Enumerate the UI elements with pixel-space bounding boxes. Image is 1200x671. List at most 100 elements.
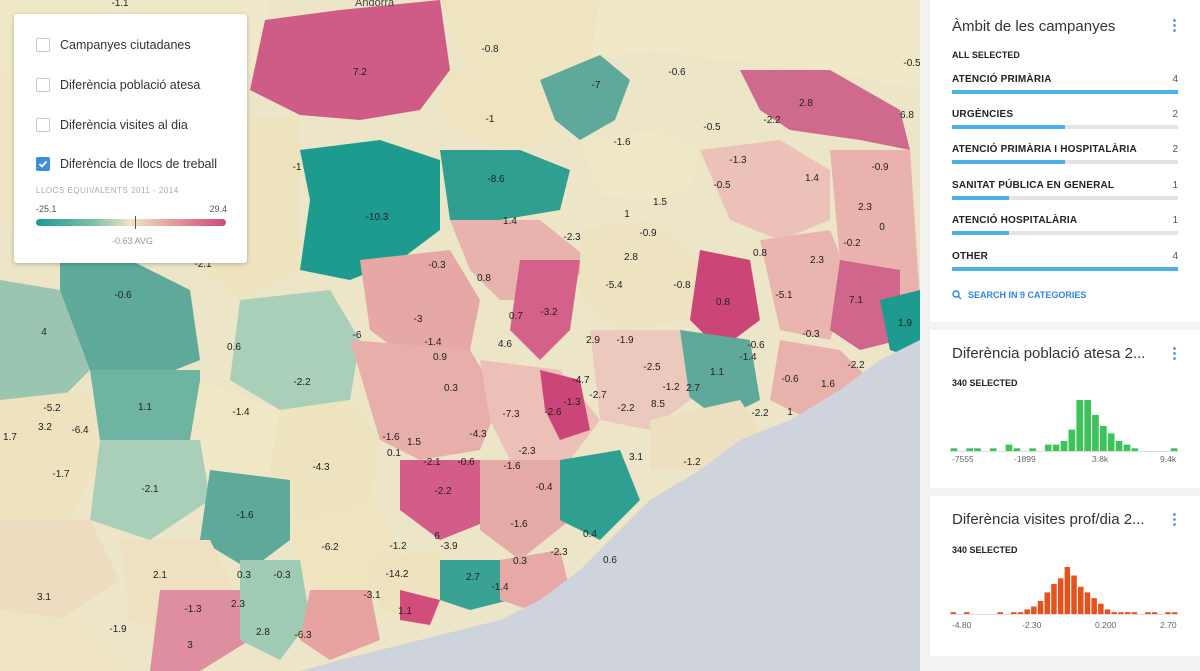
category-bar-fill bbox=[952, 231, 1009, 235]
histogram-bar[interactable] bbox=[1092, 414, 1099, 452]
region-value-label: 2.8 bbox=[624, 252, 638, 263]
histogram-bar[interactable] bbox=[966, 448, 973, 452]
histogram-bar[interactable] bbox=[1151, 612, 1158, 615]
category-label: URGÈNCIES bbox=[952, 109, 1014, 120]
region-value-label: -2.3 bbox=[563, 232, 581, 243]
more-options-icon[interactable]: ⋮ bbox=[1167, 17, 1182, 34]
histogram-bar[interactable] bbox=[1013, 448, 1021, 452]
histogram-bar[interactable] bbox=[1115, 440, 1123, 452]
region-value-label: -0.6 bbox=[668, 67, 686, 78]
histogram-bar[interactable] bbox=[1076, 400, 1084, 452]
histogram-bar[interactable] bbox=[1051, 583, 1057, 615]
map-region bbox=[400, 460, 490, 540]
map-region bbox=[240, 560, 310, 660]
histogram-bar[interactable] bbox=[974, 448, 981, 452]
region-value-label: -2.2 bbox=[847, 360, 865, 371]
histogram-bar[interactable] bbox=[1091, 598, 1097, 615]
region-value-label: 0.8 bbox=[477, 273, 491, 284]
checkbox[interactable] bbox=[36, 38, 50, 52]
histogram-chart[interactable] bbox=[950, 563, 1178, 615]
category-item[interactable]: ATENCIÓ PRIMÀRIA I HOSPITALÀRIA 2 bbox=[952, 144, 1178, 178]
checkbox[interactable] bbox=[36, 118, 50, 132]
region-value-label: -8.6 bbox=[487, 174, 505, 185]
histogram-bar[interactable] bbox=[1011, 612, 1017, 615]
region-value-label: -1 bbox=[293, 162, 302, 173]
histogram-bar[interactable] bbox=[1098, 603, 1104, 615]
selection-status: ALL SELECTED bbox=[952, 50, 1020, 60]
histogram-bar[interactable] bbox=[1131, 448, 1139, 452]
map-labels: -1.1 7.2 -0.8 -0.6 -0.5 -7 2.8 6.8 -1 -1.6 -0.5 -2.… bbox=[3, 0, 920, 651]
histogram-bar[interactable] bbox=[1029, 448, 1036, 452]
histogram-chart[interactable] bbox=[950, 396, 1178, 452]
histogram-bar[interactable] bbox=[1060, 440, 1068, 452]
categories-widget: Àmbit de les campanyes ⋮ ALL SELECTED AT… bbox=[930, 0, 1200, 322]
histogram-bar[interactable] bbox=[1131, 612, 1138, 615]
category-count: 1 bbox=[1172, 215, 1178, 226]
region-value-label: -0.5 bbox=[713, 180, 731, 191]
histogram-bar[interactable] bbox=[1125, 612, 1131, 615]
histogram-bar[interactable] bbox=[1111, 612, 1118, 615]
histogram-bar[interactable] bbox=[1052, 444, 1060, 452]
map-region bbox=[0, 390, 100, 520]
histogram-bar[interactable] bbox=[1107, 433, 1115, 452]
histogram-bar[interactable] bbox=[1084, 400, 1091, 452]
histogram-bar[interactable] bbox=[1100, 426, 1107, 452]
region-value-label: -2.3 bbox=[518, 446, 536, 457]
histogram-bar[interactable] bbox=[1165, 612, 1171, 615]
axis-label: 9.4k bbox=[1160, 454, 1177, 464]
region-value-label: -5.4 bbox=[605, 280, 623, 291]
histogram-bar[interactable] bbox=[1031, 606, 1037, 616]
region-value-label: -2.2 bbox=[293, 377, 311, 388]
more-options-icon[interactable]: ⋮ bbox=[1167, 345, 1182, 362]
histogram-bar[interactable] bbox=[1145, 612, 1151, 615]
histogram-bar[interactable] bbox=[1118, 612, 1124, 615]
histogram-bar[interactable] bbox=[989, 448, 997, 452]
category-item[interactable]: SANITAT PÚBLICA EN GENERAL 1 bbox=[952, 180, 1178, 214]
checkbox-checked[interactable] bbox=[36, 157, 50, 171]
region-value-label: 2.3 bbox=[231, 599, 245, 610]
histogram-bar[interactable] bbox=[997, 612, 1004, 615]
layer-toggle-llocs-treball[interactable]: Diferència de llocs de treball bbox=[36, 157, 217, 171]
category-item[interactable]: ATENCIÓ HOSPITALÀRIA 1 bbox=[952, 215, 1178, 249]
histogram-bar[interactable] bbox=[1071, 575, 1077, 616]
region-value-label: 1.4 bbox=[503, 216, 517, 227]
histogram-bar[interactable] bbox=[1044, 444, 1052, 452]
histogram-bar[interactable] bbox=[1078, 586, 1084, 615]
category-item[interactable]: ATENCIÓ PRIMÀRIA 4 bbox=[952, 74, 1178, 108]
region-value-label: -2.7 bbox=[589, 390, 607, 401]
map-region bbox=[0, 520, 120, 620]
layer-toggle-poblacio[interactable]: Diferència població atesa bbox=[36, 78, 200, 92]
category-bar-track bbox=[952, 231, 1178, 235]
more-options-icon[interactable]: ⋮ bbox=[1167, 511, 1182, 528]
histogram-bar[interactable] bbox=[1017, 612, 1024, 615]
histogram-bar[interactable] bbox=[1037, 600, 1044, 615]
histogram-bar[interactable] bbox=[1068, 429, 1076, 452]
choropleth-map[interactable]: -1.1 7.2 -0.8 -0.6 -0.5 -7 2.8 6.8 -1 -1.6 -0.5 -2.… bbox=[0, 0, 920, 671]
region-value-label: -6.2 bbox=[321, 542, 339, 553]
region-value-label: -1.2 bbox=[683, 457, 701, 468]
region-value-label: 2.8 bbox=[256, 627, 270, 638]
region-value-label: -2.2 bbox=[751, 408, 769, 419]
region-value-label: 0.1 bbox=[387, 448, 401, 459]
histogram-bar[interactable] bbox=[950, 612, 957, 615]
histogram-widget-poblacio: Diferència població atesa 2... ⋮ 340 SEL… bbox=[930, 330, 1200, 488]
histogram-bar[interactable] bbox=[1170, 448, 1178, 452]
histogram-bar[interactable] bbox=[950, 448, 958, 452]
region-value-label: -1.9 bbox=[616, 335, 634, 346]
histogram-bar[interactable] bbox=[1057, 578, 1064, 615]
checkbox[interactable] bbox=[36, 78, 50, 92]
layer-toggle-visites[interactable]: Diferència visites al dia bbox=[36, 118, 188, 132]
histogram-bar[interactable] bbox=[1064, 567, 1071, 615]
histogram-bar[interactable] bbox=[1024, 609, 1030, 615]
histogram-bar[interactable] bbox=[1123, 444, 1131, 452]
category-item[interactable]: OTHER 4 bbox=[952, 251, 1178, 285]
layer-toggle-campanyes[interactable]: Campanyes ciutadanes bbox=[36, 38, 191, 52]
histogram-bar[interactable] bbox=[1084, 592, 1091, 615]
category-item[interactable]: URGÈNCIES 2 bbox=[952, 109, 1178, 143]
search-categories-link[interactable]: SEARCH IN 9 CATEGORIES bbox=[952, 290, 1086, 300]
histogram-bar[interactable] bbox=[1104, 609, 1111, 615]
histogram-bar[interactable] bbox=[1171, 612, 1178, 615]
histogram-bar[interactable] bbox=[964, 612, 970, 615]
histogram-bar[interactable] bbox=[1005, 444, 1013, 452]
histogram-bar[interactable] bbox=[1044, 592, 1051, 615]
